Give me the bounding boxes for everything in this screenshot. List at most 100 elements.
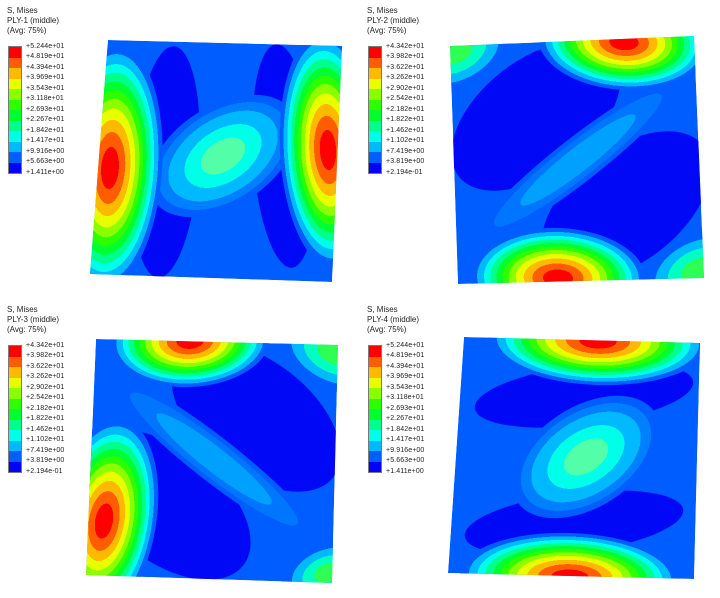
contour-plot-ply2 bbox=[450, 36, 704, 284]
legend-value: +7.419e+00 bbox=[386, 147, 425, 155]
legend-swatch bbox=[9, 89, 21, 100]
legend-swatch bbox=[9, 419, 21, 430]
legend-value: +3.982e+01 bbox=[26, 352, 65, 359]
legend-swatch bbox=[369, 120, 381, 131]
legend-swatch bbox=[9, 440, 21, 451]
legend-swatch bbox=[369, 461, 381, 472]
hot-spot bbox=[488, 337, 700, 386]
legend-swatch bbox=[369, 346, 381, 357]
legend-value: +2.693e+01 bbox=[26, 105, 65, 113]
corner-accent bbox=[281, 540, 338, 583]
legend-swatch bbox=[369, 152, 381, 163]
legend-swatch bbox=[9, 131, 21, 142]
hot-spot bbox=[90, 44, 163, 282]
mid-stress-band bbox=[473, 76, 683, 244]
legend-swatch bbox=[9, 110, 21, 121]
legend-value: +5.663e+00 bbox=[386, 457, 425, 464]
plot-header: S, Mises PLY-2 (middle) (Avg: 75%) bbox=[367, 6, 419, 36]
hot-spot bbox=[279, 40, 342, 268]
legend-value: +3.543e+01 bbox=[386, 383, 425, 391]
legend-swatch bbox=[9, 409, 21, 420]
legend-value: +3.819e+00 bbox=[26, 457, 65, 464]
legend-value: +2.693e+01 bbox=[386, 404, 425, 412]
contour-legend: +4.342e+01 +3.982e+01 +3.622e+01 +3.262e+01… bbox=[8, 342, 82, 491]
field-label: S, Mises bbox=[7, 6, 38, 15]
hot-spot bbox=[470, 227, 646, 284]
legend-swatch bbox=[9, 398, 21, 409]
legend-swatch bbox=[369, 430, 381, 441]
avg-label: (Avg: 75%) bbox=[7, 325, 47, 334]
legend-value: +3.262e+01 bbox=[26, 373, 65, 380]
legend-value: +9.916e+00 bbox=[386, 446, 425, 454]
legend-swatch bbox=[369, 99, 381, 110]
legend-value: +2.902e+01 bbox=[386, 84, 425, 92]
legend-value: +2.542e+01 bbox=[26, 394, 65, 401]
mid-stress-band bbox=[109, 375, 319, 543]
legend-swatch bbox=[369, 78, 381, 89]
corner-accent bbox=[450, 36, 511, 93]
legend-colorbar bbox=[8, 46, 22, 174]
legend-value: +1.462e+01 bbox=[386, 126, 425, 134]
ply-label: PLY-4 (middle) bbox=[367, 315, 420, 324]
legend-value: +2.542e+01 bbox=[386, 95, 425, 102]
legend-swatch bbox=[369, 57, 381, 68]
legend-swatch bbox=[369, 356, 381, 367]
legend-value: +3.982e+01 bbox=[386, 53, 425, 60]
legend-swatch bbox=[369, 89, 381, 100]
legend-value: +3.118e+01 bbox=[26, 95, 64, 102]
legend-swatch bbox=[9, 388, 21, 399]
legend-swatch bbox=[9, 120, 21, 131]
legend-value: +4.819e+01 bbox=[26, 53, 65, 60]
legend-value: +3.622e+01 bbox=[386, 63, 425, 71]
legend-swatch bbox=[369, 377, 381, 388]
field-label: S, Mises bbox=[367, 305, 398, 314]
field-label: S, Mises bbox=[367, 6, 398, 15]
legend-swatch bbox=[9, 47, 21, 58]
legend-swatch bbox=[9, 141, 21, 152]
legend-colorbar bbox=[368, 46, 382, 174]
contour-legend: +5.244e+01 +4.819e+01 +4.394e+01 +3.969e+01… bbox=[368, 342, 442, 491]
legend-swatch bbox=[369, 367, 381, 378]
legend-value: +1.417e+01 bbox=[386, 436, 425, 443]
ply-label: PLY-2 (middle) bbox=[367, 16, 420, 25]
avg-label: (Avg: 75%) bbox=[367, 26, 407, 35]
legend-value: +5.663e+00 bbox=[26, 158, 65, 165]
legend-value: +3.819e+00 bbox=[386, 158, 425, 165]
panel-ply-2: S, Mises PLY-2 (middle) (Avg: 75%) +4.34… bbox=[360, 0, 720, 299]
contour-plot-ply4 bbox=[448, 337, 700, 579]
legend-value: +9.916e+00 bbox=[26, 147, 65, 155]
legend-swatch bbox=[9, 162, 21, 173]
legend-value: +2.182e+01 bbox=[386, 105, 425, 113]
legend-swatch bbox=[369, 398, 381, 409]
legend-value: +3.622e+01 bbox=[26, 362, 65, 370]
legend-value: +3.543e+01 bbox=[26, 84, 65, 92]
legend-swatch bbox=[369, 110, 381, 121]
legend-value: +2.902e+01 bbox=[26, 383, 65, 391]
legend-swatch bbox=[369, 131, 381, 142]
legend-swatch bbox=[9, 377, 21, 388]
mid-stress-region bbox=[149, 94, 297, 218]
legend-value: +2.182e+01 bbox=[26, 404, 65, 412]
panel-ply-3: S, Mises PLY-3 (middle) (Avg: 75%) +4.34… bbox=[0, 299, 360, 598]
legend-value: +4.394e+01 bbox=[26, 63, 65, 71]
legend-value: +5.244e+01 bbox=[26, 42, 65, 50]
legend-swatch bbox=[369, 162, 381, 173]
legend-value: +4.342e+01 bbox=[386, 42, 425, 50]
plot-header: S, Mises PLY-1 (middle) (Avg: 75%) bbox=[7, 6, 59, 36]
avg-label: (Avg: 75%) bbox=[7, 26, 47, 35]
legend-swatch bbox=[369, 141, 381, 152]
legend-swatch bbox=[9, 152, 21, 163]
panel-ply-1: S, Mises PLY-1 (middle) (Avg: 75%) +5.24… bbox=[0, 0, 360, 299]
corner-accent bbox=[279, 339, 338, 394]
legend-value: +1.102e+01 bbox=[26, 436, 65, 443]
panel-ply-4: S, Mises PLY-4 (middle) (Avg: 75%) +5.24… bbox=[360, 299, 720, 598]
legend-value: +2.194e-01 bbox=[26, 467, 63, 475]
corner-accent bbox=[643, 229, 704, 284]
plot-header: S, Mises PLY-4 (middle) (Avg: 75%) bbox=[367, 305, 419, 335]
hot-spot bbox=[86, 418, 159, 583]
legend-value: +1.822e+01 bbox=[26, 415, 65, 422]
legend-value: +1.842e+01 bbox=[26, 126, 65, 134]
legend-value: +1.102e+01 bbox=[386, 137, 425, 144]
legend-value: +2.267e+01 bbox=[26, 116, 65, 123]
